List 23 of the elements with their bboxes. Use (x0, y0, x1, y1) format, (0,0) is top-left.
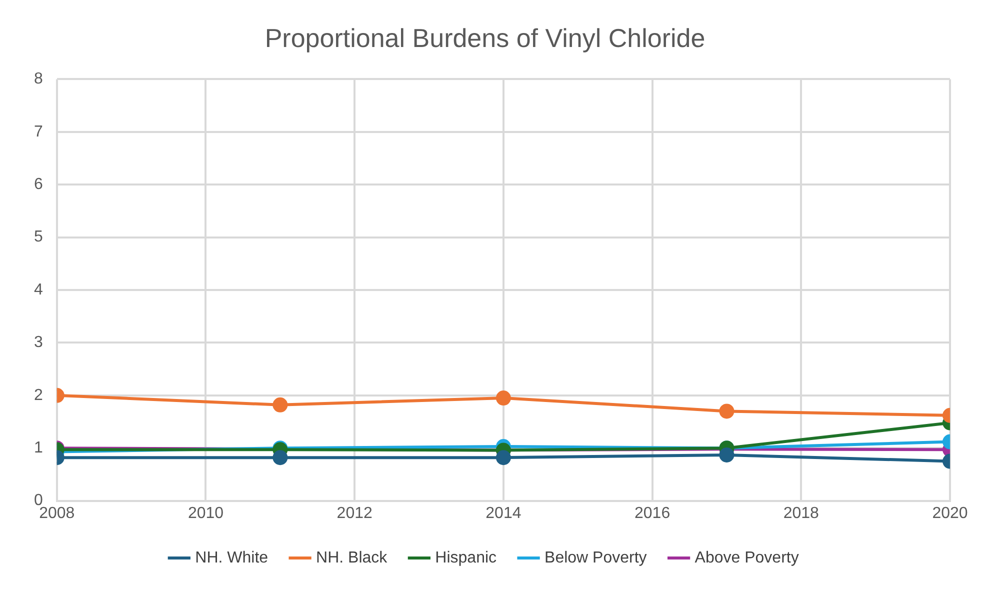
y-tick-label: 5 (34, 228, 43, 246)
point (496, 390, 511, 406)
y-tick-label: 1 (34, 440, 43, 457)
legend-label: Above Poverty (694, 549, 799, 566)
x-tick-label: 2016 (634, 504, 670, 522)
x-tick-label: 2008 (39, 504, 75, 522)
legend-label: Below Poverty (544, 549, 647, 566)
point (496, 450, 511, 466)
y-tick-label: 4 (34, 281, 43, 298)
x-tick-label: 2018 (783, 504, 820, 522)
y-tick-label: 3 (34, 334, 43, 352)
chart-title: Proportional Burdens of Vinyl Chloride (264, 22, 706, 53)
y-tick-label: 2 (34, 386, 43, 404)
y-tick-label: 8 (34, 70, 43, 88)
y-tick-label: 6 (34, 176, 43, 194)
x-tick-label: 2014 (486, 504, 522, 522)
legend-label: NH. White (195, 549, 268, 566)
y-tick-label: 7 (34, 123, 43, 140)
x-tick-label: 2012 (336, 504, 372, 522)
x-tick-label: 2020 (932, 504, 968, 522)
legend-label: NH. Black (316, 549, 388, 566)
x-tick-label: 2010 (188, 504, 224, 522)
legend-label: Hispanic (435, 549, 497, 566)
